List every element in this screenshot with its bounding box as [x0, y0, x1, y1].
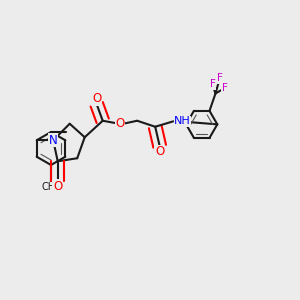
- Text: N: N: [49, 134, 58, 147]
- Text: F: F: [222, 83, 227, 93]
- Text: O: O: [155, 145, 164, 158]
- Text: F: F: [217, 74, 223, 83]
- Text: O: O: [92, 92, 101, 105]
- Text: NH: NH: [174, 116, 191, 126]
- Text: O: O: [53, 180, 62, 193]
- Text: CH₃: CH₃: [42, 182, 60, 193]
- Text: O: O: [116, 117, 125, 130]
- Text: F: F: [210, 80, 215, 89]
